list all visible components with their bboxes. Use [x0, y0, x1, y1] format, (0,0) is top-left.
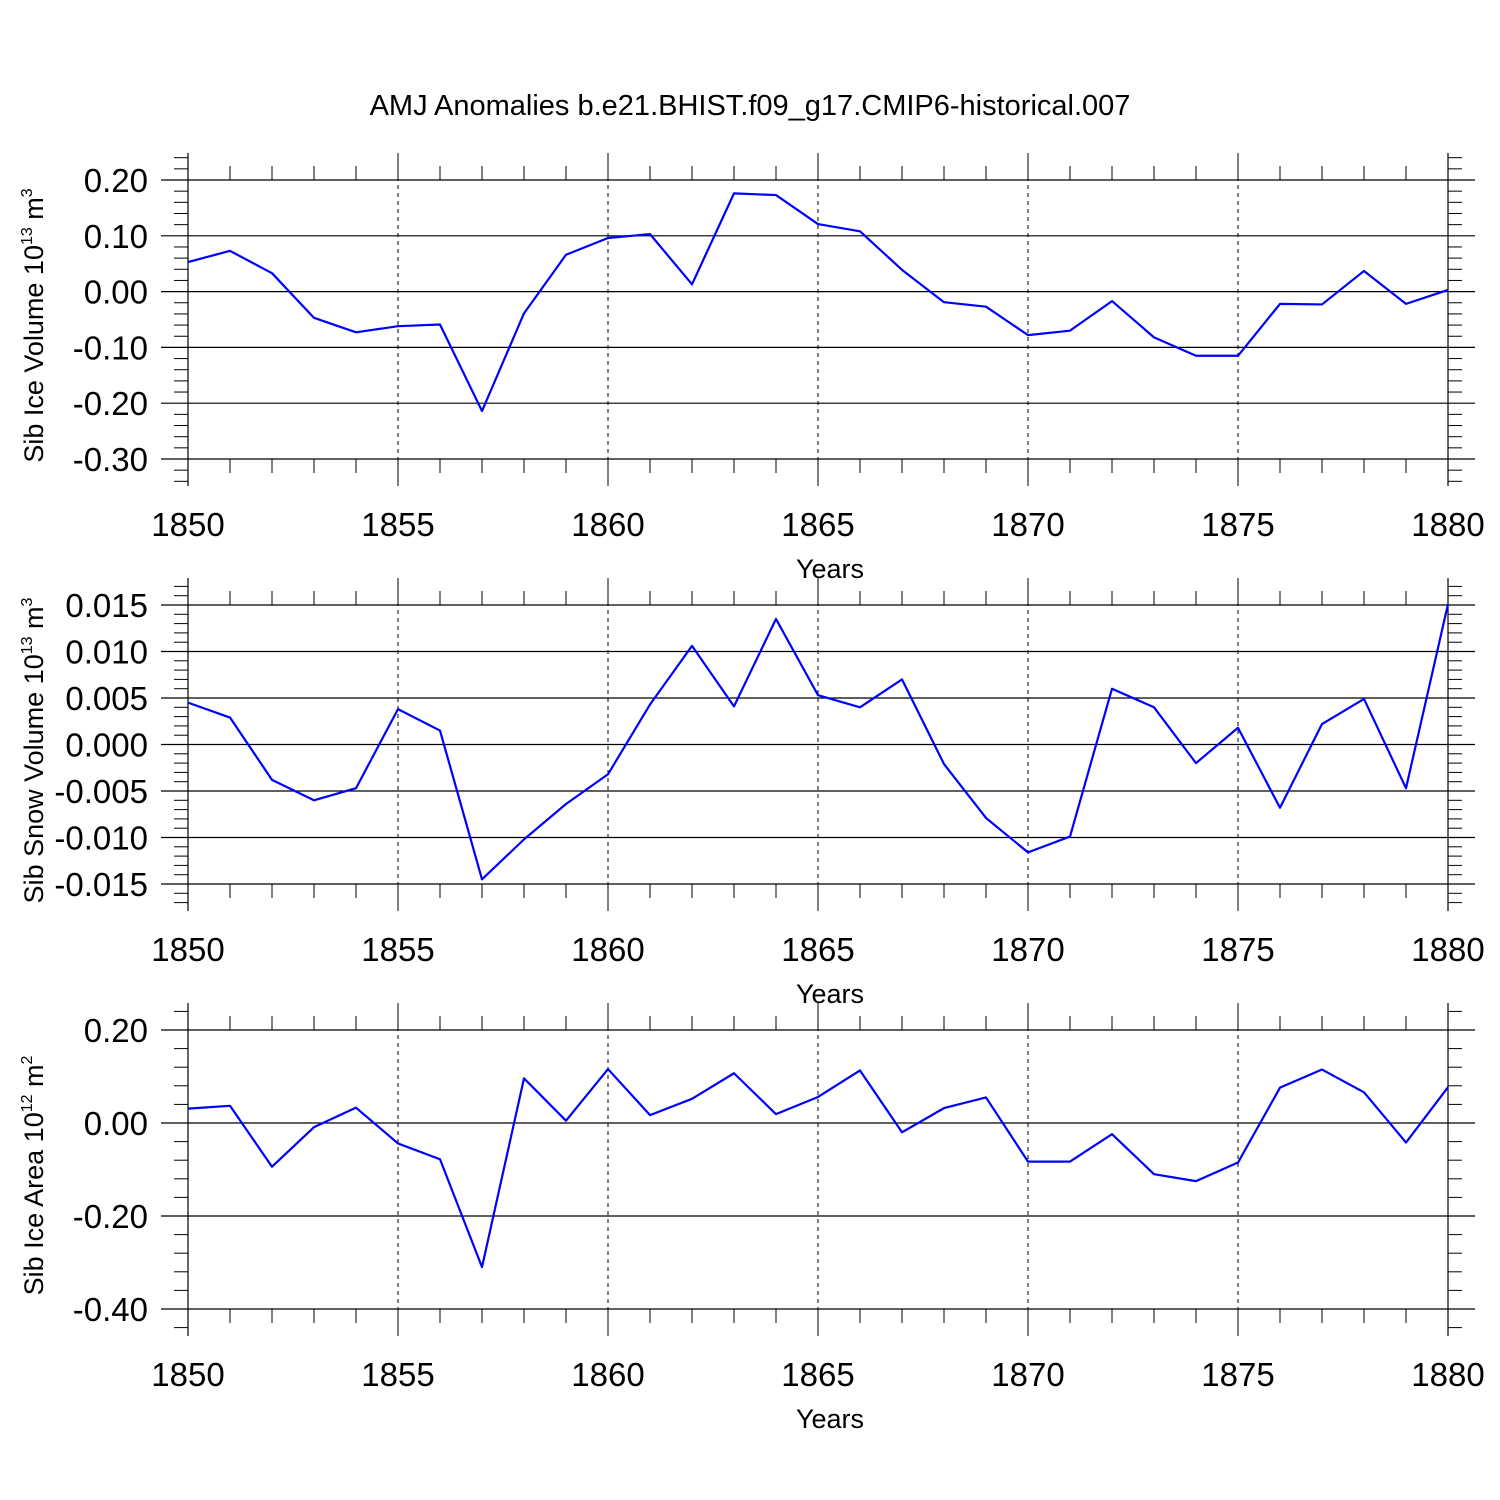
y-tick-label: -0.010 — [54, 820, 148, 857]
x-tick-label: 1875 — [1201, 1356, 1274, 1393]
y-tick-label: -0.10 — [73, 329, 148, 366]
x-tick-label: 1860 — [571, 931, 644, 968]
x-tick-label: 1880 — [1411, 506, 1484, 543]
y-tick-label: -0.20 — [73, 1198, 148, 1235]
series-line — [187, 1067, 1449, 1269]
y-tick-label: -0.20 — [73, 385, 148, 422]
x-tick-label: 1860 — [571, 1356, 644, 1393]
x-tick-label: 1870 — [991, 506, 1064, 543]
x-axis-label: Years — [796, 554, 864, 584]
x-tick-label: 1875 — [1201, 931, 1274, 968]
y-tick-label: 0.00 — [84, 274, 148, 311]
x-tick-label: 1855 — [361, 1356, 434, 1393]
x-tick-label: 1850 — [151, 1356, 224, 1393]
x-tick-label: 1865 — [781, 506, 854, 543]
y-tick-label: 0.015 — [65, 587, 148, 624]
y-tick-label: 0.20 — [84, 1012, 148, 1049]
y-tick-label: 0.000 — [65, 727, 148, 764]
x-tick-label: 1855 — [361, 506, 434, 543]
x-tick-label: 1870 — [991, 1356, 1064, 1393]
panel-2: 0.0150.0100.0050.000-0.005-0.010-0.01518… — [19, 578, 1485, 1009]
x-tick-label: 1850 — [151, 931, 224, 968]
x-axis-label: Years — [796, 1404, 864, 1434]
x-tick-label: 1860 — [571, 506, 644, 543]
x-tick-label: 1865 — [781, 1356, 854, 1393]
y-tick-label: -0.30 — [73, 441, 148, 478]
x-tick-label: 1875 — [1201, 506, 1274, 543]
series-line — [187, 603, 1450, 881]
x-axis-label: Years — [796, 979, 864, 1009]
y-axis-label: Sib Snow Volume 1013 m3 — [19, 597, 49, 903]
y-axis-label: Sib Ice Volume 1013 m3 — [19, 188, 49, 462]
y-tick-label: -0.005 — [54, 773, 148, 810]
y-axis-label: Sib Ice Area 1012 m2 — [19, 1055, 49, 1295]
x-tick-label: 1880 — [1411, 1356, 1484, 1393]
chart-title: AMJ Anomalies b.e21.BHIST.f09_g17.CMIP6-… — [370, 90, 1131, 122]
x-tick-label: 1865 — [781, 931, 854, 968]
y-tick-label: -0.015 — [54, 866, 148, 903]
y-tick-label: 0.10 — [84, 218, 148, 255]
y-tick-label: 0.010 — [65, 634, 148, 671]
y-tick-label: 0.005 — [65, 680, 148, 717]
x-tick-label: 1850 — [151, 506, 224, 543]
y-tick-label: -0.40 — [73, 1291, 148, 1328]
y-tick-label: 0.00 — [84, 1105, 148, 1142]
x-tick-label: 1855 — [361, 931, 434, 968]
series-line — [187, 192, 1449, 413]
x-tick-label: 1870 — [991, 931, 1064, 968]
y-tick-label: 0.20 — [84, 162, 148, 199]
x-tick-label: 1880 — [1411, 931, 1484, 968]
